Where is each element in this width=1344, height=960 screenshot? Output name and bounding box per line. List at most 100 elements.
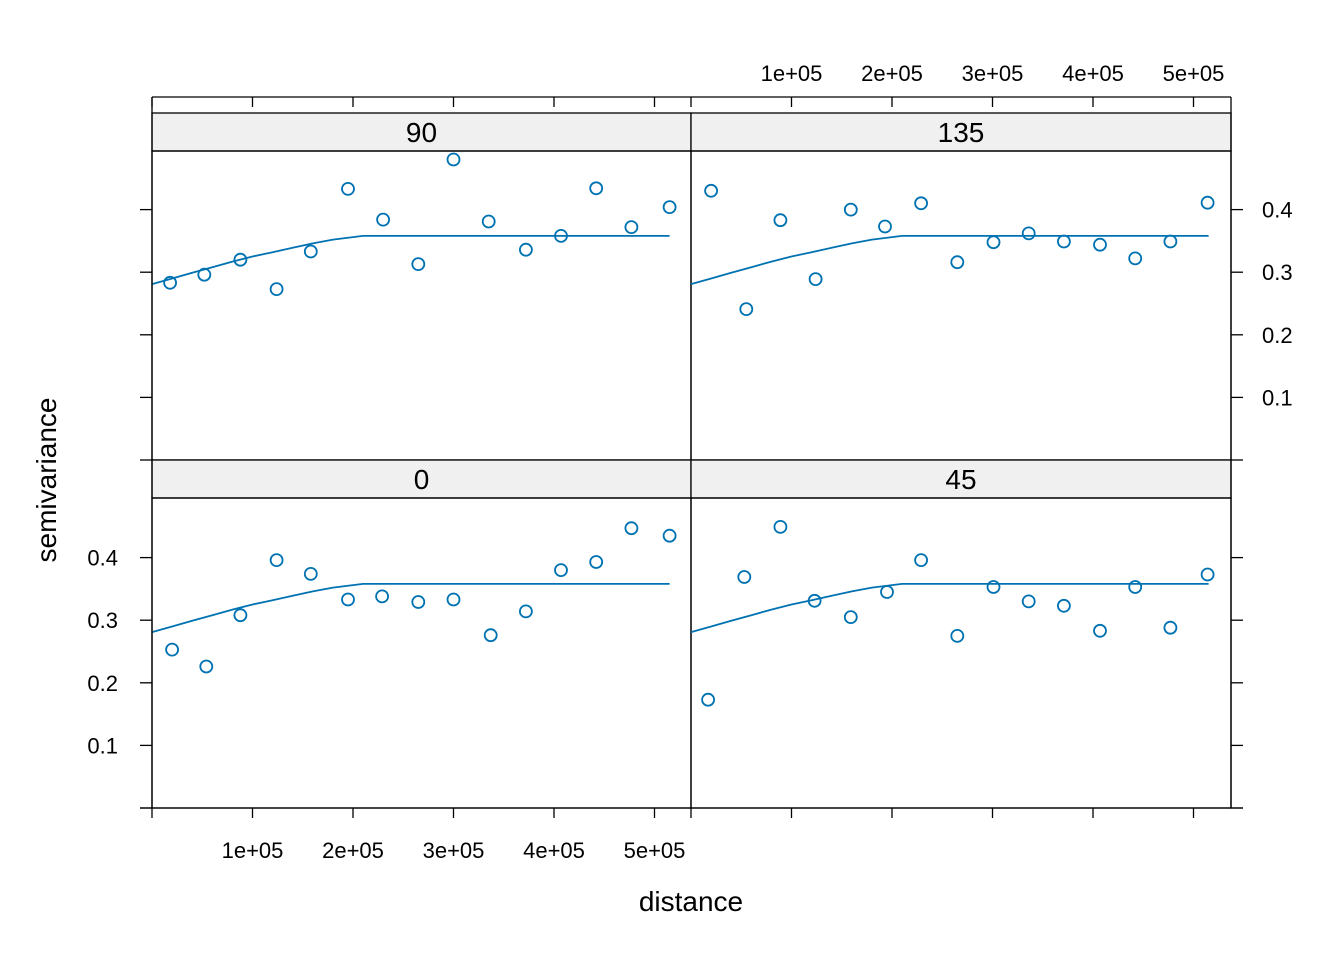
data-point [914,196,928,211]
data-point [1200,567,1215,582]
data-point [1093,237,1107,252]
data-point [1200,195,1215,210]
panel-strip-label: 90 [406,117,437,148]
x-tick-label-bottom: 3e+05 [423,838,485,863]
data-point [1021,594,1036,609]
data-point [446,592,461,607]
data-point [662,200,677,215]
panel-frame [151,497,692,809]
data-point [701,692,715,707]
data-point [1057,598,1071,613]
data-point [481,214,496,229]
data-point [880,585,894,599]
panel-45: 45 [690,459,1232,809]
data-point [554,563,568,577]
x-tick-label-top: 4e+05 [1062,61,1124,86]
data-point [519,604,533,619]
data-point [411,595,426,609]
y-tick-label-right: 0.4 [1262,198,1293,223]
data-point [737,570,752,584]
data-point [233,608,248,623]
fitted-model-line [151,235,670,285]
fitted-model-line [690,583,1209,633]
data-point [624,521,639,536]
y-tick-label-right: 0.2 [1262,323,1293,348]
data-point [914,553,928,567]
fitted-model-line [690,235,1209,285]
x-tick-label-bottom: 1e+05 [222,838,284,863]
y-tick-label-right: 0.3 [1262,260,1293,285]
data-point [163,275,178,290]
x-tick-label-top: 2e+05 [861,61,923,86]
data-point [739,302,754,317]
data-point [807,593,822,608]
panel-90: 90 [151,112,692,461]
data-point [950,629,965,643]
data-point [950,255,965,270]
y-tick-label-left: 0.4 [87,546,118,571]
data-point [589,181,604,196]
data-point [843,610,858,624]
data-point [808,272,823,287]
data-point [303,244,318,259]
data-point [1021,226,1036,241]
data-point [662,528,677,543]
data-point [704,183,718,198]
x-tick-label-top: 1e+05 [761,61,823,86]
data-point [341,592,355,607]
panel-strip-label: 0 [414,464,430,495]
panel-strip [151,459,692,499]
data-point [843,202,858,217]
data-point [269,282,284,297]
panel-0: 0 [151,459,692,809]
data-point [375,589,390,604]
x-tick-label-bottom: 2e+05 [322,838,384,863]
data-point [483,628,498,643]
x-axis-title: distance [639,886,743,917]
data-point [986,235,1001,250]
data-point [411,257,426,272]
data-point [303,567,318,581]
data-point [446,152,461,167]
x-tick-label-bottom: 4e+05 [523,838,585,863]
y-tick-label-left: 0.2 [87,671,118,696]
data-point [376,212,391,227]
data-point [341,181,355,196]
panels-layer: 90 135 0 45 [151,112,1232,809]
data-point [165,642,180,657]
data-point [773,520,788,534]
x-tick-label-top: 3e+05 [962,61,1024,86]
x-tick-label-bottom: 5e+05 [624,838,686,863]
data-point [1128,580,1143,594]
y-tick-label-right: 0.1 [1262,385,1293,410]
data-point [1128,251,1143,266]
data-point [199,659,214,674]
data-point [519,242,533,257]
data-point [554,228,568,243]
data-point [269,553,284,567]
x-tick-label-top: 5e+05 [1163,61,1225,86]
data-point [589,555,604,569]
data-point [986,580,1001,594]
panel-strip-label: 135 [938,117,985,148]
y-tick-label-left: 0.1 [87,733,118,758]
panel-strip [151,112,692,152]
fitted-model-line [151,583,670,633]
panel-135: 135 [690,112,1232,461]
data-point [878,219,892,234]
panel-frame [151,150,692,461]
data-point [1163,234,1178,249]
data-point [233,252,248,267]
data-point [624,220,639,235]
y-axis-title: semivariance [31,398,62,563]
data-point [773,213,788,228]
data-point [1093,623,1107,638]
panel-frame [690,150,1232,461]
data-point [1163,620,1178,635]
panel-frame [690,497,1232,809]
data-point [1057,234,1071,249]
data-point [197,267,212,282]
axes-layer: 1e+05 1e+05 2e+05 2e+05 3e+05 3e+05 4e+05 4e+05… [87,61,1292,863]
y-tick-label-left: 0.3 [87,608,118,633]
panel-strip-label: 45 [945,464,976,495]
